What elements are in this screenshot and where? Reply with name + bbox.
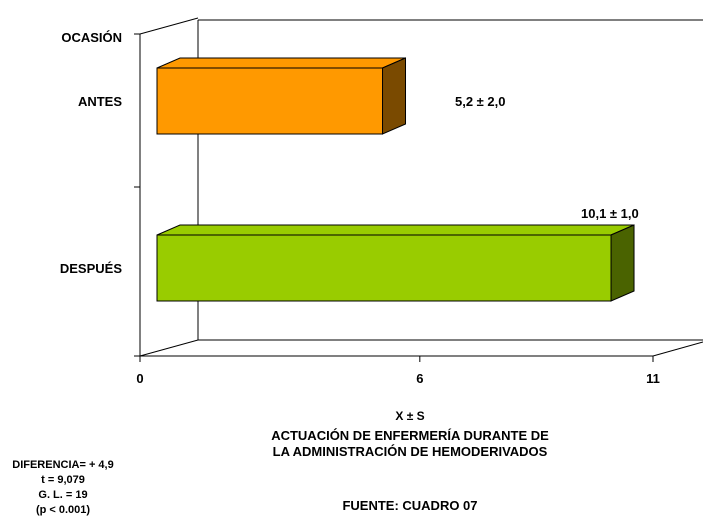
- source-note: FUENTE: CUADRO 07: [342, 498, 478, 513]
- x-axis-label: X ± S: [395, 409, 425, 423]
- floor-left-edge: [139, 339, 199, 357]
- data-label-antes: 5,2 ± 2,0: [455, 94, 506, 109]
- bar-antes: [156, 67, 384, 135]
- data-label-despues: 10,1 ± 1,0: [581, 206, 639, 221]
- chart-labels: 0 6 11 OCASIÓN ANTES DESPUÉS 5,2 ± 2,0 10,1 ± 1…: [60, 30, 660, 386]
- left-wall-top-edge: [139, 17, 199, 35]
- statistics-box: DIFERENCIA= + 4,9 t = 9,079 G. L. = 19 (…: [8, 458, 118, 518]
- bar-después: [156, 234, 612, 302]
- chart-title-line-1: ACTUACIÓN DE ENFERMERÍA DURANTE DE: [271, 428, 549, 443]
- category-label: DESPUÉS: [60, 261, 122, 276]
- x-tick-label: 6: [416, 371, 423, 386]
- x-tick-label: 0: [136, 371, 143, 386]
- bar-side-face: [382, 57, 407, 135]
- stat-t-value: t = 9,079: [41, 474, 85, 486]
- stat-degrees-freedom: G. L. = 19: [38, 489, 88, 501]
- bar-top-face: [156, 57, 406, 69]
- floor-right-edge: [652, 341, 703, 357]
- chart-bars: [156, 57, 635, 302]
- bar-top-face: [156, 224, 635, 236]
- stat-p-value: (p < 0.001): [35, 504, 91, 516]
- category-label: ANTES: [78, 94, 122, 109]
- y-axis-title: OCASIÓN: [61, 30, 122, 45]
- stat-difference: DIFERENCIA= + 4,9: [12, 459, 114, 471]
- chart-title: ACTUACIÓN DE ENFERMERÍA DURANTE DE LA AD…: [170, 428, 650, 460]
- x-tick-label: 11: [646, 371, 660, 386]
- chart-title-line-2: LA ADMINISTRACIÓN DE HEMODERIVADOS: [272, 444, 548, 459]
- bar-side-face: [610, 224, 635, 302]
